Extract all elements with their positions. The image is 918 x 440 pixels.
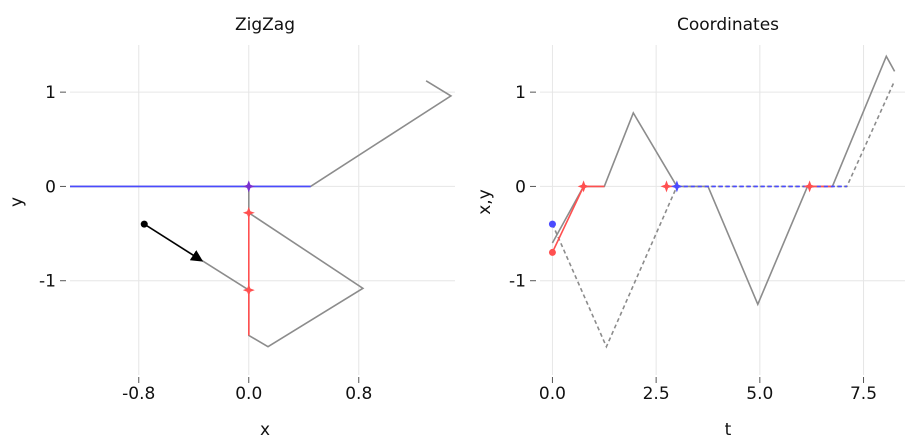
zigzag-path-line — [70, 80, 453, 348]
zigzag-ylabel: y — [7, 197, 27, 207]
coordinates-x-zero-marker — [577, 180, 590, 193]
coordinates-y-line — [551, 80, 896, 349]
zigzag-xtick-label: 0.8 — [345, 384, 372, 404]
coordinates-ytick-label: 1 — [515, 83, 526, 103]
coordinates-ytick-label: 0 — [515, 177, 526, 197]
coordinates-x-zero-marker — [660, 180, 673, 193]
zigzag-ticks: -0.8 0.0 0.8 1 0 -1 — [39, 83, 372, 404]
zigzag-x-zero-marker — [242, 284, 255, 297]
zigzag-both-zero-marker — [242, 180, 255, 193]
zigzag-grid — [70, 45, 455, 375]
coordinates-x-start-point — [548, 248, 556, 256]
coordinates-ytick-label: -1 — [509, 272, 526, 292]
zigzag-ytick-label: 0 — [45, 177, 56, 197]
coordinates-xtick-label: 7.5 — [850, 384, 877, 404]
coordinates-ticks: 0.0 2.5 5.0 7.5 1 0 -1 — [509, 83, 877, 404]
coordinates-xtick-label: 0.0 — [539, 384, 566, 404]
coordinates-panel: 0.0 2.5 5.0 7.5 1 0 -1 Coordinates t x,y — [475, 15, 905, 440]
coordinates-y-zero-marker — [670, 180, 683, 193]
coordinates-x-zero-marker — [803, 180, 816, 193]
coordinates-series — [548, 54, 896, 349]
zigzag-xtick-label: 0.0 — [235, 384, 262, 404]
coordinates-xtick-label: 2.5 — [643, 384, 670, 404]
coordinates-y-start-point — [548, 220, 556, 228]
zigzag-direction-arrow — [143, 223, 204, 262]
zigzag-ytick-label: 1 — [45, 83, 56, 103]
coordinates-grid — [540, 45, 905, 375]
coordinates-x-line — [551, 54, 896, 307]
zigzag-start-point — [140, 220, 148, 228]
zigzag-xlabel: x — [260, 420, 270, 440]
zigzag-x-zero-marker — [242, 206, 255, 219]
zigzag-ytick-label: -1 — [39, 272, 56, 292]
zigzag-title: ZigZag — [235, 15, 295, 35]
coordinates-xtick-label: 5.0 — [746, 384, 773, 404]
coordinates-x-zero-segment — [551, 185, 605, 253]
coordinates-xlabel: t — [725, 420, 732, 440]
coordinates-ylabel: x,y — [475, 189, 495, 215]
zigzag-panel: -0.8 0.0 0.8 1 0 -1 ZigZag x y — [7, 15, 455, 440]
coordinates-title: Coordinates — [677, 15, 779, 35]
zigzag-xtick-label: -0.8 — [122, 384, 155, 404]
zigzag-series — [70, 80, 453, 348]
